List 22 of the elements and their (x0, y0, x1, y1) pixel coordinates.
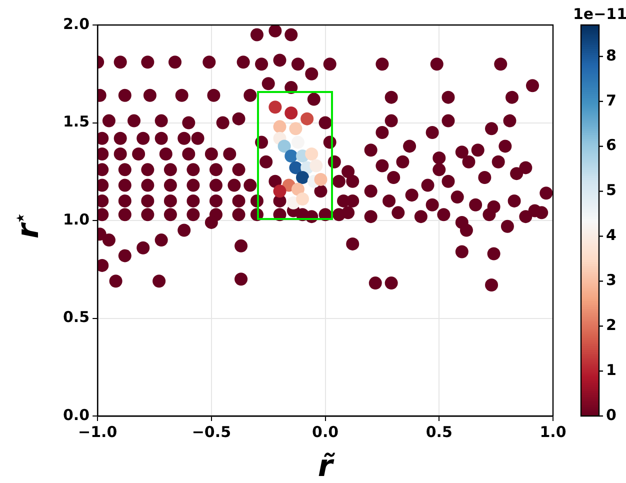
y-tick-label: 2.0 (62, 14, 90, 33)
color-bar-label: 2 (606, 316, 616, 334)
color-bar-label: 8 (606, 46, 616, 64)
x-tick-label: −1.0 (78, 422, 118, 441)
y-tick-label: 0.0 (62, 406, 90, 424)
x-tick-label: −0.5 (192, 422, 231, 441)
x-tick-label: 0.5 (426, 422, 452, 441)
y-axis-title: r⋆ (10, 212, 46, 239)
x-tick-label: 1.0 (540, 422, 566, 441)
color-bar-label: 5 (606, 181, 616, 200)
color-bar-label: 6 (606, 136, 616, 154)
y-tick-label: 1.0 (62, 210, 90, 228)
color-bar-label: 3 (606, 271, 616, 290)
x-axis-title: r̃ (318, 449, 336, 483)
color-bar-label: 4 (606, 226, 616, 244)
text: 1e−11 (572, 5, 626, 23)
x-tick-label: 0.0 (312, 422, 339, 441)
color-bar-label: 0 (606, 406, 616, 424)
color-bar-label: 7 (606, 91, 616, 110)
y-tick-label: 1.5 (62, 112, 90, 131)
y-tick-label: 0.5 (62, 308, 90, 326)
color-bar-label: 1 (606, 360, 616, 379)
